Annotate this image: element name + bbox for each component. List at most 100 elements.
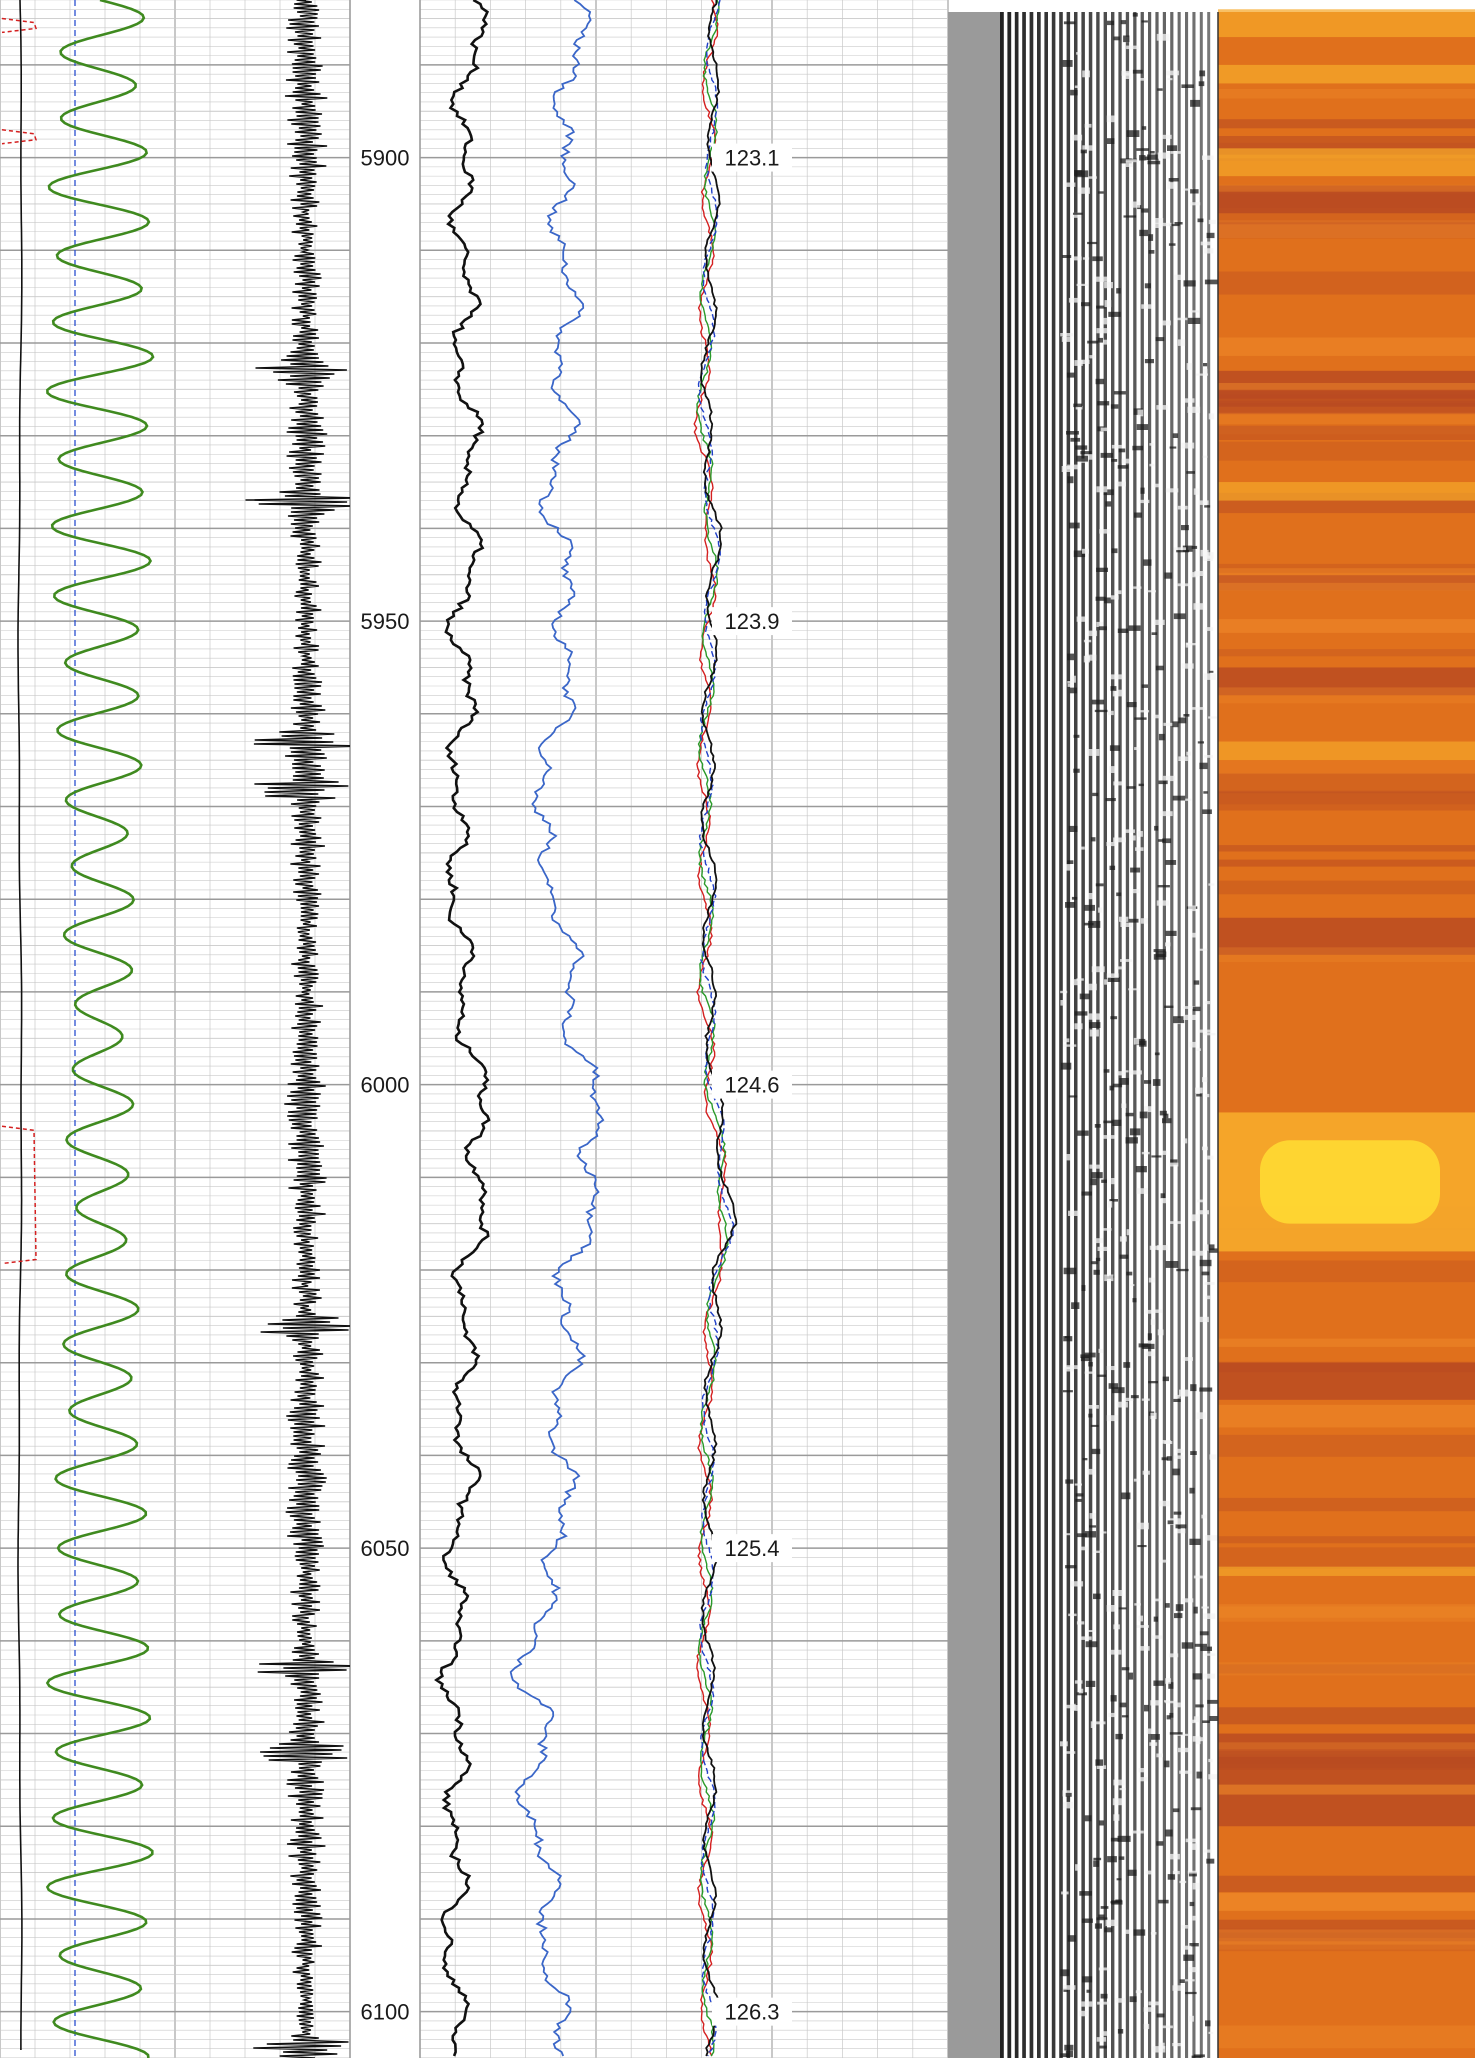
vdl-noise-patch: [1134, 1603, 1141, 1606]
vdl-noise-patch: [1082, 257, 1090, 260]
vdl-noise-patch: [1160, 811, 1173, 817]
vdl-noise-patch: [1096, 567, 1108, 572]
vdl-noise-patch: [1186, 471, 1195, 474]
vdl-noise-patch: [1190, 189, 1199, 194]
vdl-noise-patch: [1108, 311, 1121, 317]
vdl-noise-patch: [1109, 1649, 1122, 1655]
vdl-noise-patch: [1089, 1525, 1097, 1528]
vdl-noise-patch: [1095, 883, 1104, 887]
vdl-noise-patch: [1117, 2029, 1124, 2034]
temperature-label-bg: [712, 1070, 792, 1099]
vdl-noise-patch: [1183, 188, 1193, 191]
vdl-noise-patch: [1089, 1022, 1101, 1028]
vdl-noise-patch: [1117, 1835, 1131, 1842]
heatmap-texture-band: [1218, 1536, 1475, 1544]
vdl-noise-patch: [1096, 621, 1104, 627]
vdl-stripe: [1111, 12, 1115, 2058]
vdl-noise-patch: [1129, 1996, 1137, 2003]
vdl-noise-patch: [1121, 458, 1130, 464]
vdl-noise-patch: [1125, 1137, 1138, 1144]
vdl-stripe: [1118, 12, 1122, 2058]
vdl-noise-patch: [1162, 320, 1171, 326]
vdl-noise-patch: [1196, 1048, 1201, 1051]
vdl-noise-patch: [1073, 550, 1086, 558]
vdl-noise-patch: [1079, 993, 1090, 1000]
vdl-stripe: [1140, 12, 1144, 2058]
vdl-noise-patch: [1088, 630, 1098, 637]
vdl-noise-patch: [1190, 572, 1198, 578]
vdl-noise-patch: [1135, 1990, 1142, 1994]
vdl-noise-patch: [1191, 2055, 1201, 2058]
vdl-noise-patch: [1136, 1625, 1149, 1628]
vdl-noise-patch: [1144, 359, 1154, 364]
vdl-noise-patch: [1120, 959, 1133, 962]
vdl-noise-patch: [1119, 1254, 1129, 1259]
vdl-noise-patch: [1147, 154, 1158, 160]
vdl-noise-patch: [1125, 1929, 1131, 1934]
vdl-noise-patch: [1081, 1976, 1093, 1983]
vdl-noise-patch: [1066, 1154, 1072, 1161]
vdl-stripe: [1177, 12, 1181, 2058]
vdl-noise-patch: [1190, 1384, 1197, 1392]
flag-markers: [1, 17, 38, 1265]
vdl-noise-patch: [1174, 274, 1181, 280]
vdl-noise-patch: [1082, 145, 1093, 151]
vdl-noise-patch: [1139, 1646, 1150, 1651]
vdl-noise-patch: [1172, 2043, 1181, 2047]
vdl-noise-patch: [1161, 222, 1172, 227]
vdl-noise-patch: [1113, 837, 1126, 843]
vdl-noise-patch: [1170, 1518, 1181, 1525]
vdl-noise-patch: [1205, 2020, 1211, 2027]
vdl-noise-patch: [1115, 1998, 1126, 2003]
vdl-noise-patch: [1204, 248, 1214, 254]
vdl-noise-patch: [1086, 1405, 1099, 1409]
vdl-noise-patch: [1193, 603, 1204, 610]
vdl-noise-patch: [1133, 586, 1142, 589]
vdl-noise-patch: [1096, 276, 1108, 282]
vdl-noise-patch: [1140, 78, 1146, 81]
vdl-noise-patch: [1151, 1155, 1162, 1158]
vdl-noise-patch: [1098, 191, 1104, 194]
vdl-noise-patch: [1093, 1857, 1102, 1861]
vdl-noise-patch: [1138, 783, 1144, 787]
vdl-noise-patch: [1126, 130, 1140, 137]
vdl-noise-patch: [1168, 1653, 1179, 1658]
heatmap-texture-band: [1218, 845, 1475, 852]
vdl-noise-patch: [1074, 1023, 1083, 1030]
vdl-noise-patch: [1193, 1716, 1200, 1723]
vdl-noise-patch: [1156, 1753, 1163, 1758]
vdl-noise-patch: [1157, 1899, 1169, 1904]
vdl-noise-patch: [1158, 1500, 1170, 1507]
vdl-stripe: [1081, 12, 1085, 2058]
vdl-noise-patch: [1106, 973, 1119, 978]
vdl-noise-patch: [1199, 762, 1208, 770]
vdl-noise-patch: [1061, 1891, 1069, 1895]
vdl-noise-patch: [1205, 1535, 1218, 1541]
vdl-noise-patch: [1100, 427, 1109, 432]
vdl-noise-patch: [1110, 595, 1119, 600]
vdl-noise-patch: [1153, 1616, 1158, 1622]
heatmap-texture-band: [1218, 337, 1475, 356]
vdl-noise-patch: [1139, 710, 1150, 713]
vdl-noise-patch: [1062, 1390, 1073, 1393]
vdl-noise-patch: [1084, 1531, 1097, 1538]
vdl-noise-patch: [1172, 1985, 1182, 1991]
vdl-noise-patch: [1060, 1741, 1068, 1747]
vdl-noise-patch: [1063, 21, 1076, 25]
vdl-noise-patch: [1207, 1244, 1215, 1250]
vdl-noise-patch: [1145, 1309, 1155, 1314]
vdl-noise-patch: [1096, 2037, 1107, 2042]
heatmap-texture-band: [1218, 1919, 1475, 1938]
vdl-noise-patch: [1112, 1590, 1123, 1596]
vdl-noise-patch: [1069, 687, 1078, 694]
vdl-noise-patch: [1116, 481, 1126, 487]
vdl-noise-patch: [1139, 155, 1146, 161]
vdl-noise-patch: [1112, 1798, 1123, 1806]
temperature-label: 125.4: [724, 1536, 779, 1561]
vdl-noise-patch: [1130, 1395, 1139, 1399]
vdl-noise-patch: [1190, 99, 1201, 107]
vdl-noise-patch: [1123, 1397, 1134, 1401]
heatmap-texture-band: [1218, 1749, 1475, 1764]
vdl-noise-patch: [1071, 896, 1078, 900]
vdl-noise-patch: [1154, 1052, 1160, 1056]
